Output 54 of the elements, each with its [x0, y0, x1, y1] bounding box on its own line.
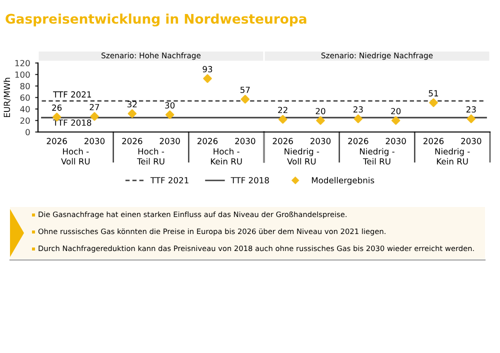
data-label: 23: [353, 106, 363, 113]
x-tick-label: 2026: [348, 138, 368, 144]
x-tick-label: 2026: [46, 138, 67, 144]
x-tick-label: 2030: [84, 138, 105, 144]
chart-title: Gaspreisentwicklung in Nordwesteuropa: [6, 14, 306, 26]
ref-line-label: TTF 2021: [53, 91, 91, 98]
x-tick-label: 2026: [272, 138, 293, 144]
data-label: 32: [128, 101, 137, 108]
legend-label: Modellergebnis: [312, 176, 374, 186]
point: [128, 109, 137, 118]
data-label: 51: [428, 90, 438, 96]
point: [354, 114, 363, 124]
y-tick-label: 0: [26, 128, 30, 136]
y-tick-label: 80: [20, 82, 30, 90]
point: [278, 114, 288, 124]
x-tick-label: 2026: [122, 138, 142, 144]
y-tick-label: 40: [20, 106, 30, 112]
data-label: 57: [240, 86, 250, 94]
data-label: 93: [202, 66, 212, 72]
text: Hoch - Voll RU: [61, 148, 90, 165]
point: [429, 98, 438, 108]
point: [466, 114, 476, 124]
text: Niedrig - Teil RU: [360, 148, 394, 165]
text: TTF 2021: [150, 177, 188, 184]
point: [203, 74, 212, 83]
y-axis-title: EUR/MWh: [4, 78, 11, 118]
x-tick-label: 2026: [424, 138, 444, 144]
data-label: 20: [316, 108, 326, 114]
y-tick-label: 120: [15, 60, 30, 66]
point: [240, 94, 250, 104]
data-label: 23: [466, 106, 476, 113]
y-tick-label: 100: [15, 71, 30, 78]
x-tick-label: 2030: [160, 138, 180, 144]
data-label: 30: [165, 102, 175, 109]
x-tick-label: 2030: [310, 138, 331, 144]
point: [90, 112, 99, 121]
point: [316, 116, 325, 125]
data-label: 27: [90, 104, 100, 110]
x-tick-label: 2030: [461, 138, 482, 144]
x-tick-label: 2030: [235, 138, 256, 144]
data-label: 26: [52, 104, 62, 111]
x-tick-label: 2026: [198, 138, 218, 144]
x-tick-label: 2030: [386, 138, 406, 144]
data-label: 22: [278, 106, 288, 114]
text: Niedrig - Kein RU: [435, 148, 470, 165]
text: Hoch - Teil RU: [136, 148, 164, 165]
y-tick-label: 60: [20, 94, 30, 101]
text: Niedrig - Voll RU: [284, 148, 320, 165]
point: [391, 116, 400, 125]
data-label: 20: [391, 108, 401, 114]
text: TTF 2018: [230, 177, 269, 184]
point: [165, 110, 174, 120]
y-tick-label: 20: [20, 117, 30, 124]
text: Hoch - Kein RU: [210, 148, 242, 165]
